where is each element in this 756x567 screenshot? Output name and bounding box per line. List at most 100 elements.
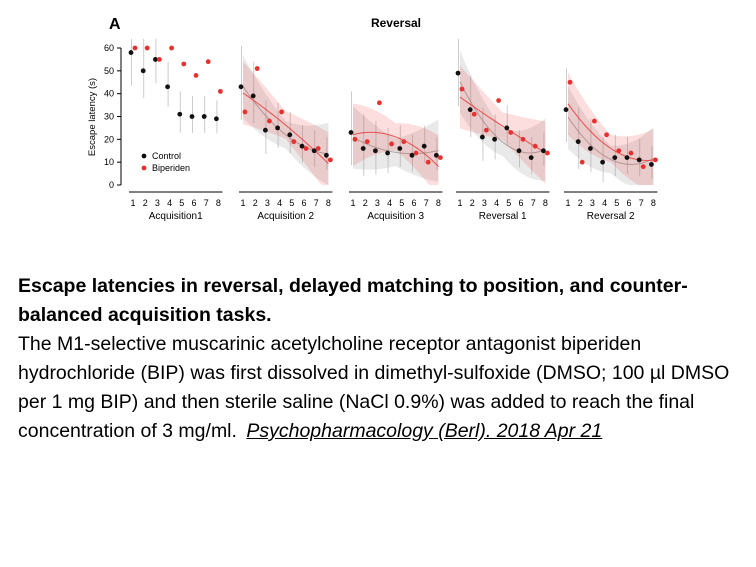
- biperiden-point: [425, 159, 431, 165]
- biperiden-point: [413, 150, 419, 156]
- control-point: [612, 155, 618, 161]
- x-tick-label: 4: [602, 198, 607, 208]
- control-point: [324, 152, 329, 158]
- x-tick-label: 7: [639, 198, 644, 208]
- x-tick-label: 7: [531, 198, 536, 208]
- y-tick-label: 50: [104, 66, 114, 76]
- biperiden-point: [579, 159, 585, 165]
- biperiden-point: [132, 45, 138, 51]
- x-tick-label: 5: [289, 198, 294, 208]
- x-tick-label: 8: [326, 198, 331, 208]
- x-tick-label: 2: [253, 198, 258, 208]
- control-point: [275, 125, 280, 131]
- x-tick-label: 5: [179, 198, 184, 208]
- biperiden-point: [144, 45, 150, 51]
- x-tick-label: 6: [518, 198, 523, 208]
- control-point: [250, 93, 256, 99]
- x-tick-label: 3: [590, 198, 595, 208]
- panel-letter: A: [109, 16, 121, 33]
- control-point: [397, 146, 403, 151]
- biperiden-point: [193, 73, 199, 78]
- panel-acquisition1: 1 2 3 4 5 6 7 8 Acquisition1: [128, 38, 223, 222]
- x-tick-label: 2: [578, 198, 583, 208]
- control-point: [467, 107, 473, 113]
- panel-label: Reversal 2: [587, 211, 635, 222]
- citation-link[interactable]: Psychopharmacology (Berl). 2018 Apr 21: [246, 420, 603, 442]
- control-point: [153, 57, 158, 62]
- y-tick-label: 10: [104, 157, 114, 167]
- escape-latency-figure: A Reversal Escape latency (s) 0 10 20 30 40 5…: [87, 16, 658, 222]
- biperiden-point: [364, 139, 370, 145]
- caption-body: The M1-selective muscarinic acetylcholin…: [18, 333, 730, 442]
- figure-title: Reversal: [371, 16, 421, 30]
- legend-control-marker: [141, 153, 147, 159]
- x-tick-label: 4: [277, 198, 282, 208]
- x-tick-label: 6: [626, 198, 631, 208]
- panel-reversal-1: 1 2 3 4 5 6 7 8 Reversal 1: [455, 38, 550, 222]
- x-tick-label: 8: [543, 198, 548, 208]
- x-tick-label: 3: [482, 198, 487, 208]
- x-tick-label: 1: [565, 198, 570, 208]
- x-tick-label: 8: [651, 198, 656, 208]
- control-point: [287, 132, 293, 138]
- control-point: [636, 157, 642, 163]
- axes-layer: 0 10 20 30 40 50 60: [104, 43, 122, 190]
- biperiden-confidence-band: [243, 61, 329, 186]
- x-tick-label: 4: [387, 198, 392, 208]
- biperiden-point: [401, 139, 407, 145]
- x-tick-label: 1: [240, 198, 245, 208]
- biperiden-point: [496, 98, 501, 103]
- y-tick-label: 60: [104, 43, 114, 53]
- biperiden-point: [628, 150, 634, 156]
- biperiden-point: [169, 45, 175, 51]
- x-tick-label: 7: [424, 198, 429, 208]
- control-point: [238, 84, 244, 90]
- caption-title: Escape latencies in reversal, delayed ma…: [18, 275, 688, 326]
- control-point: [455, 70, 461, 76]
- control-confidence-band: [568, 85, 654, 185]
- control-point: [311, 148, 317, 154]
- biperiden-fit-line: [459, 96, 546, 154]
- control-point: [600, 159, 605, 165]
- x-tick-label: 6: [411, 198, 416, 208]
- biperiden-point: [471, 111, 477, 117]
- control-point: [421, 143, 427, 149]
- control-point: [263, 127, 268, 133]
- x-tick-label: 3: [155, 198, 160, 208]
- biperiden-point: [315, 146, 321, 151]
- control-confidence-band: [243, 55, 329, 185]
- biperiden-point: [303, 146, 309, 151]
- biperiden-point: [653, 157, 658, 163]
- biperiden-point: [205, 59, 211, 65]
- x-tick-label: 4: [494, 198, 499, 208]
- panel-label: Acquisition 2: [257, 211, 314, 222]
- control-point: [588, 146, 593, 151]
- y-tick-label: 40: [104, 89, 114, 99]
- control-point: [434, 152, 439, 158]
- biperiden-confidence-band: [353, 103, 439, 185]
- control-point: [504, 125, 510, 131]
- biperiden-point: [438, 155, 443, 161]
- y-tick-label: 0: [109, 180, 114, 190]
- biperiden-point: [242, 109, 248, 115]
- x-tick-label: 3: [375, 198, 380, 208]
- biperiden-point: [604, 132, 609, 138]
- biperiden-confidence-band: [568, 72, 654, 185]
- control-point: [624, 155, 630, 161]
- x-tick-label: 2: [470, 198, 475, 208]
- control-point: [140, 68, 146, 74]
- panel-reversal-2: 1 2 3 4 5 6 7 8 Reversal 2: [563, 68, 658, 222]
- biperiden-point: [218, 88, 223, 94]
- control-point: [165, 84, 171, 90]
- panel-label: Acquisition1: [149, 211, 203, 222]
- control-point: [128, 50, 134, 55]
- biperiden-point: [328, 157, 333, 163]
- legend: Control Biperiden: [141, 151, 190, 173]
- control-point: [214, 116, 219, 122]
- x-tick-label: 1: [457, 198, 462, 208]
- biperiden-point: [459, 86, 465, 92]
- x-tick-label: 8: [436, 198, 441, 208]
- control-fit-line: [459, 81, 546, 154]
- x-tick-label: 5: [399, 198, 404, 208]
